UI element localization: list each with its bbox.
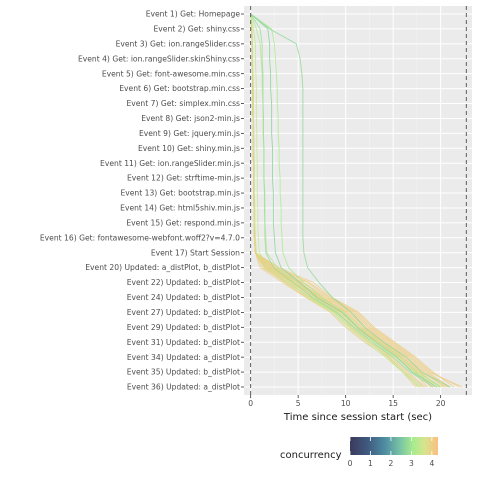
y-tick-label: Event 6) Get: bootstrap.min.css <box>119 84 240 93</box>
legend-ticks: 0 1 2 3 4 <box>348 437 434 468</box>
y-tick-label: Event 22) Updated: b_distPlot <box>127 278 240 287</box>
y-tick-label: Event 10) Get: shiny.min.js <box>138 144 240 153</box>
x-tick-label: 10 <box>341 399 351 408</box>
series-line <box>250 13 451 388</box>
reference-lines <box>250 6 467 395</box>
y-tick-label: Event 16) Get: fontawesome-webfont.woff2… <box>40 233 240 242</box>
color-legend: concurrency 0 1 2 3 4 <box>280 437 438 468</box>
y-tick-label: Event 8) Get: json2-min.js <box>141 114 240 123</box>
y-tick-label: Event 27) Updated: b_distPlot <box>127 308 240 317</box>
y-tick-label: Event 17) Start Session <box>151 248 240 257</box>
legend-tick-label: 0 <box>348 459 353 468</box>
legend-tick-label: 1 <box>368 459 373 468</box>
series-line <box>250 13 441 388</box>
series-group <box>250 13 463 388</box>
y-tick-label: Event 12) Get: strftime-min.js <box>127 174 240 183</box>
y-tick-label: Event 36) Updated: a_distPlot <box>127 383 240 392</box>
legend-tick-label: 3 <box>409 459 414 468</box>
grid-lines <box>244 6 472 395</box>
series-line <box>250 13 434 388</box>
legend-colorbar <box>350 437 438 455</box>
series-line <box>250 13 421 388</box>
x-axis-label: Time since session start (sec) <box>283 412 432 423</box>
y-tick-label: Event 1) Get: Homepage <box>146 10 241 19</box>
y-tick-label: Event 15) Get: respond.min.js <box>126 218 240 227</box>
y-tick-label: Event 11) Get: ion.rangeSlider.min.js <box>100 159 240 168</box>
y-axis: Event 1) Get: Homepage Event 2) Get: shin… <box>40 10 244 392</box>
y-tick-label: Event 29) Updated: b_distPlot <box>127 323 240 332</box>
y-tick-label: Event 7) Get: simplex.min.css <box>126 99 240 108</box>
series-line <box>250 13 440 388</box>
series-line <box>250 13 443 388</box>
y-tick-label: Event 9) Get: jquery.min.js <box>139 129 240 138</box>
y-tick-label: Event 35) Updated: b_distPlot <box>127 368 240 377</box>
y-tick-label: Event 4) Get: ion.rangeSlider.skinShiny.… <box>78 54 240 63</box>
x-tick-label: 0 <box>248 399 253 408</box>
y-tick-label: Event 31) Updated: b_distPlot <box>127 338 240 347</box>
y-tick-label: Event 5) Get: font-awesome.min.css <box>102 69 240 78</box>
x-tick-label: 20 <box>436 399 446 408</box>
y-tick-label: Event 2) Get: shiny.css <box>154 25 241 34</box>
series-line <box>250 13 438 388</box>
legend-tick-label: 2 <box>389 459 394 468</box>
x-axis: 0 5 10 15 20 <box>248 395 446 408</box>
x-tick-label: 5 <box>296 399 301 408</box>
x-tick-label: 15 <box>388 399 398 408</box>
y-tick-label: Event 24) Updated: b_distPlot <box>127 293 240 302</box>
y-tick-label: Event 20) Updated: a_distPlot, b_distPlo… <box>85 263 240 272</box>
y-tick-label: Event 34) Updated: a_distPlot <box>127 353 240 362</box>
y-tick-label: Event 3) Get: ion.rangeSlider.css <box>116 39 240 48</box>
series-line <box>250 13 422 388</box>
legend-title: concurrency <box>280 450 342 461</box>
legend-tick-label: 4 <box>429 459 434 468</box>
y-tick-label: Event 14) Get: html5shiv.min.js <box>120 204 240 213</box>
y-tick-label: Event 13) Get: bootstrap.min.js <box>120 189 240 198</box>
